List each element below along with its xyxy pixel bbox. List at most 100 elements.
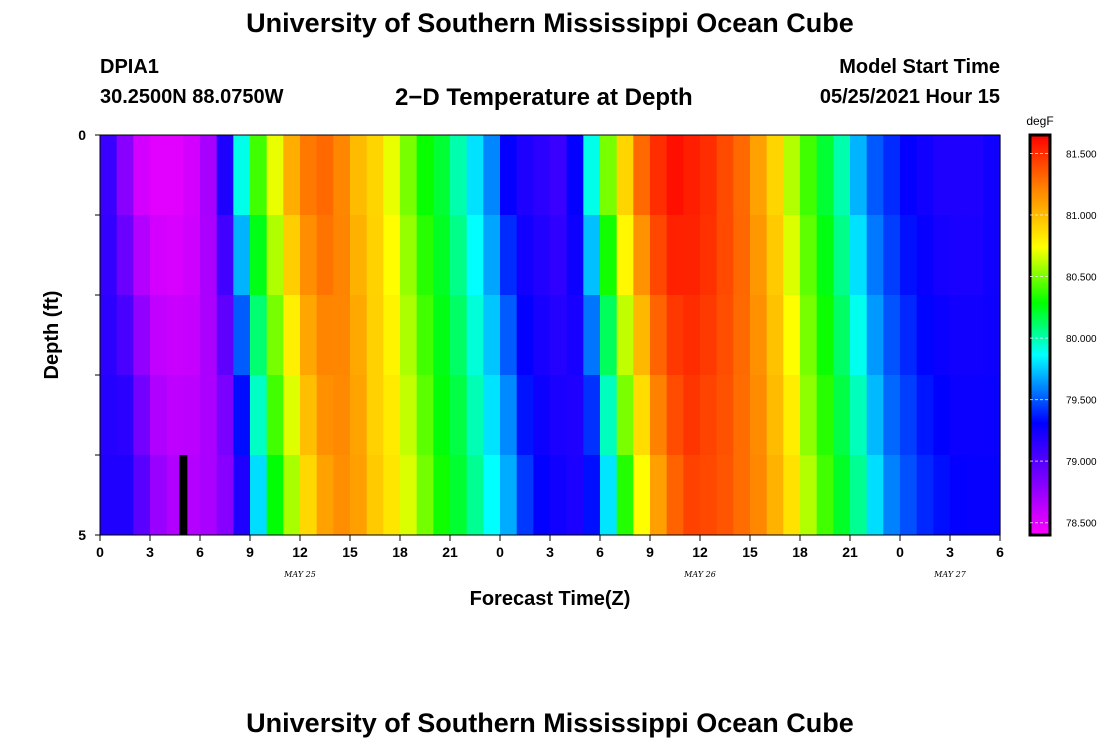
x-tick-label: 18 bbox=[392, 544, 408, 560]
heatmap-cell bbox=[933, 135, 951, 216]
x-tick-label: 15 bbox=[742, 544, 758, 560]
heatmap-cell bbox=[666, 375, 684, 456]
heatmap-cell bbox=[250, 135, 268, 216]
x-tick-label: 0 bbox=[96, 544, 104, 560]
heatmap-cell bbox=[566, 135, 584, 216]
heatmap-cell bbox=[350, 215, 368, 296]
heatmap-cell bbox=[650, 135, 668, 216]
heatmap-cell bbox=[133, 135, 151, 216]
heatmap-cell bbox=[100, 295, 118, 376]
heatmap-cell bbox=[483, 455, 501, 536]
heatmap-cell bbox=[900, 375, 918, 456]
heatmap-cell bbox=[516, 215, 534, 296]
heatmap-cell bbox=[483, 135, 501, 216]
heatmap-cell bbox=[850, 215, 868, 296]
heatmap-cell bbox=[650, 375, 668, 456]
heatmap-cell bbox=[566, 455, 584, 536]
heatmap-cell bbox=[233, 215, 251, 296]
heatmap-cell bbox=[883, 295, 901, 376]
heatmap-cell bbox=[566, 375, 584, 456]
heatmap-cell bbox=[750, 295, 768, 376]
heatmap-cell bbox=[983, 135, 1001, 216]
heatmap-cell bbox=[833, 455, 851, 536]
heatmap-cell bbox=[583, 135, 601, 216]
heatmap-cell bbox=[833, 375, 851, 456]
heatmap-cell bbox=[450, 295, 468, 376]
colorbar-tick-label: 78.500 bbox=[1066, 519, 1097, 530]
heatmap-cell bbox=[283, 215, 301, 296]
heatmap-cell bbox=[466, 215, 484, 296]
heatmap-cell bbox=[666, 295, 684, 376]
current-time-marker bbox=[179, 455, 188, 535]
heatmap-cell bbox=[850, 295, 868, 376]
heatmap-cell bbox=[600, 215, 618, 296]
model-start-value: 05/25/2021 Hour 15 bbox=[819, 86, 1000, 108]
heatmap-cell bbox=[716, 375, 734, 456]
plot-title: 2−D Temperature at Depth bbox=[395, 84, 693, 111]
heatmap-cell bbox=[266, 295, 284, 376]
heatmap-cell bbox=[133, 375, 151, 456]
heatmap-cell bbox=[400, 135, 418, 216]
heatmap-cell bbox=[333, 375, 351, 456]
heatmap-cell bbox=[116, 375, 134, 456]
heatmap-cell bbox=[366, 135, 384, 216]
heatmap-cell bbox=[316, 455, 334, 536]
heatmap-cell bbox=[200, 215, 218, 296]
x-axis-title: Forecast Time(Z) bbox=[470, 588, 631, 610]
x-tick-label: 3 bbox=[146, 544, 154, 560]
heatmap-cell bbox=[700, 455, 718, 536]
heatmap-cell bbox=[383, 215, 401, 296]
heatmap-cell bbox=[983, 375, 1001, 456]
x-axis: 0 3 6 9 12 15 18 21 0 3 6 9 12 15 18 21 0 3 6 MAY 25 MAY 26 M… bbox=[96, 534, 1004, 579]
x-tick-label: 21 bbox=[842, 544, 858, 560]
heatmap-cell bbox=[416, 215, 434, 296]
heatmap-cell bbox=[166, 135, 184, 216]
heatmap-cell bbox=[400, 215, 418, 296]
date-label: MAY 26 bbox=[683, 570, 716, 579]
heatmap-cell bbox=[766, 455, 784, 536]
heatmap-cell bbox=[900, 455, 918, 536]
heatmap-cell bbox=[883, 455, 901, 536]
heatmap-cell bbox=[633, 135, 651, 216]
heatmap-cell bbox=[200, 455, 218, 536]
heatmap-cell bbox=[300, 215, 318, 296]
heatmap-cell bbox=[500, 455, 518, 536]
heatmap-cell bbox=[450, 375, 468, 456]
heatmap-cell bbox=[600, 375, 618, 456]
heatmap-cell bbox=[400, 455, 418, 536]
heatmap-cell bbox=[933, 215, 951, 296]
heatmap-cell bbox=[966, 135, 984, 216]
colorbar-tick-label: 81.000 bbox=[1066, 211, 1097, 222]
heatmap-cell bbox=[400, 295, 418, 376]
heatmap-cell bbox=[766, 135, 784, 216]
heatmap-cell bbox=[300, 295, 318, 376]
x-tick-label: 6 bbox=[196, 544, 204, 560]
heatmap-cell bbox=[816, 215, 834, 296]
heatmap-cell bbox=[733, 455, 751, 536]
heatmap-cell bbox=[316, 295, 334, 376]
heatmap-cell bbox=[900, 135, 918, 216]
heatmap-cell bbox=[616, 455, 634, 536]
heatmap-cell bbox=[483, 375, 501, 456]
heatmap-cell bbox=[433, 375, 451, 456]
heatmap-cell bbox=[183, 455, 201, 536]
heatmap-cell bbox=[733, 215, 751, 296]
heatmap-cell bbox=[450, 135, 468, 216]
heatmap-cell bbox=[250, 295, 268, 376]
station-coordinates: 30.2500N 88.0750W bbox=[100, 86, 284, 108]
heatmap-cell bbox=[300, 455, 318, 536]
heatmap-cell bbox=[183, 215, 201, 296]
x-tick-label: 3 bbox=[946, 544, 954, 560]
heatmap-cell bbox=[100, 375, 118, 456]
heatmap-cell bbox=[200, 375, 218, 456]
heatmap-cell bbox=[500, 295, 518, 376]
heatmap-cell bbox=[383, 455, 401, 536]
heatmap-cell bbox=[316, 215, 334, 296]
heatmap-cell bbox=[150, 215, 168, 296]
heatmap-cell bbox=[183, 375, 201, 456]
heatmap-cell bbox=[466, 295, 484, 376]
heatmap-cell bbox=[950, 295, 968, 376]
heatmap-cell bbox=[900, 295, 918, 376]
heatmap-cell bbox=[650, 295, 668, 376]
heatmap-cell bbox=[383, 135, 401, 216]
